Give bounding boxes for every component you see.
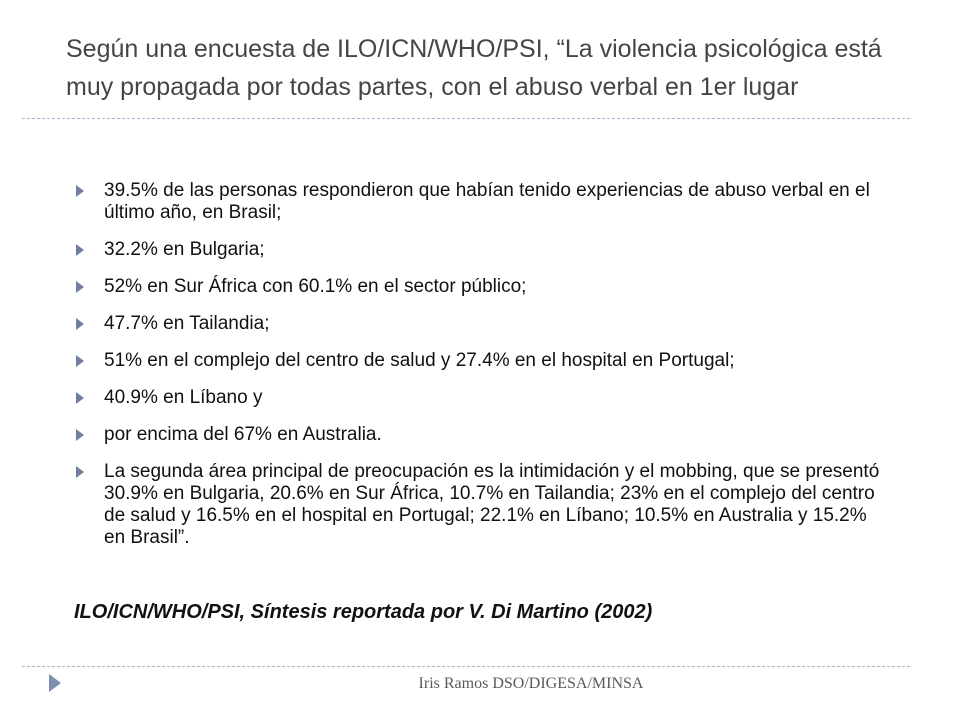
bullet-item: 32.2% en Bulgaria; (72, 239, 892, 261)
bullet-text: 32.2% en Bulgaria; (104, 239, 265, 260)
bullet-item: 40.9% en Líbano y (72, 387, 892, 409)
bullet-triangle-icon (76, 244, 84, 256)
citation: ILO/ICN/WHO/PSI, Síntesis reportada por … (74, 601, 653, 623)
bullet-triangle-icon (76, 281, 84, 293)
bullet-item: 39.5% de las personas respondieron que h… (72, 180, 892, 224)
bullet-triangle-icon (76, 318, 84, 330)
slide-title: Según una encuesta de ILO/ICN/WHO/PSI, “… (66, 35, 882, 101)
bullet-list: 39.5% de las personas respondieron que h… (72, 180, 892, 564)
footer: Iris Ramos DSO/DIGESA/MINSA (0, 675, 960, 693)
bullet-text: 51% en el complejo del centro de salud y… (104, 350, 735, 371)
bullet-item: por encima del 67% en Australia. (72, 424, 892, 446)
bullet-item: 47.7% en Tailandia; (72, 313, 892, 335)
footer-triangle-icon (49, 674, 61, 692)
bullet-triangle-icon (76, 355, 84, 367)
bullet-text: por encima del 67% en Australia. (104, 424, 382, 445)
title-divider (22, 118, 910, 119)
footer-divider (22, 666, 910, 667)
bullet-triangle-icon (76, 185, 84, 197)
footer-author: Iris Ramos DSO/DIGESA/MINSA (418, 675, 644, 692)
bullet-item: La segunda área principal de preocupació… (72, 461, 892, 549)
bullet-item: 51% en el complejo del centro de salud y… (72, 350, 892, 372)
bullet-item: 52% en Sur África con 60.1% en el sector… (72, 276, 892, 298)
bullet-triangle-icon (76, 466, 84, 478)
bullet-text: 47.7% en Tailandia; (104, 313, 270, 334)
bullet-text: 40.9% en Líbano y (104, 387, 263, 408)
bullet-triangle-icon (76, 392, 84, 404)
bullet-text: La segunda área principal de preocupació… (104, 461, 880, 548)
bullet-text: 39.5% de las personas respondieron que h… (104, 180, 870, 223)
bullet-triangle-icon (76, 429, 84, 441)
bullet-text: 52% en Sur África con 60.1% en el sector… (104, 276, 527, 297)
